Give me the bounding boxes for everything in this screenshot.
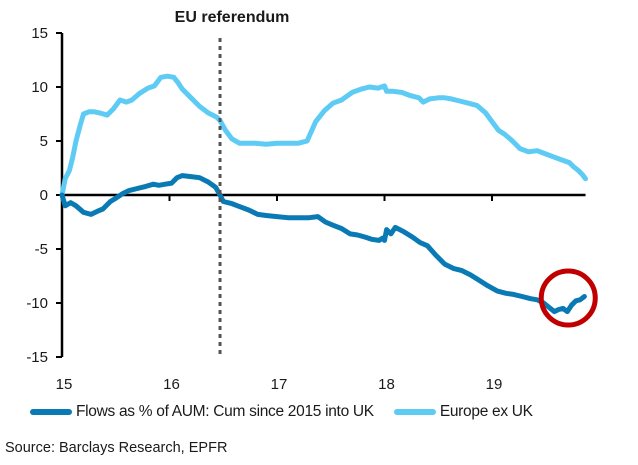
series-line-1 (59, 73, 588, 198)
y-tick-label: 0 (40, 187, 48, 204)
series-line-0 (59, 173, 587, 315)
legend-item-europe-ex-uk: Europe ex UK (393, 403, 533, 421)
legend-item-uk: Flows as % of AUM: Cum since 2015 into U… (30, 403, 374, 421)
legend: Flows as % of AUM: Cum since 2015 into U… (30, 403, 553, 421)
series-layer (59, 73, 588, 315)
eu-referendum-label: EU referendum (175, 9, 290, 26)
x-tick-label: 15 (56, 376, 73, 393)
highlight-circle (538, 268, 598, 328)
y-tick-label: 10 (31, 79, 48, 96)
y-tick-label: 15 (31, 25, 48, 42)
legend-swatch-uk (30, 409, 72, 415)
x-tick-label: 16 (163, 376, 180, 393)
x-tick-label: 18 (378, 376, 395, 393)
x-tick-label: 19 (486, 376, 503, 393)
y-tick-label: 5 (40, 133, 48, 150)
y-axis: 15 10 5 0 -5 -10 -15 (26, 25, 64, 366)
y-tick-label: -5 (35, 241, 48, 258)
chart: 15 10 5 0 -5 -10 -15 15 16 17 18 19 EU referendum (26, 9, 598, 393)
source-note: Source: Barclays Research, EPFR (5, 440, 228, 456)
legend-label-europe-ex-uk: Europe ex UK (439, 403, 533, 420)
x-tick-label: 17 (271, 376, 288, 393)
legend-label-uk: Flows as % of AUM: Cum since 2015 into U… (76, 403, 374, 420)
y-tick-label: -15 (26, 349, 48, 366)
x-axis: 15 16 17 18 19 (56, 193, 586, 393)
legend-swatch-europe-ex-uk (393, 409, 436, 415)
y-tick-label: -10 (26, 295, 48, 312)
